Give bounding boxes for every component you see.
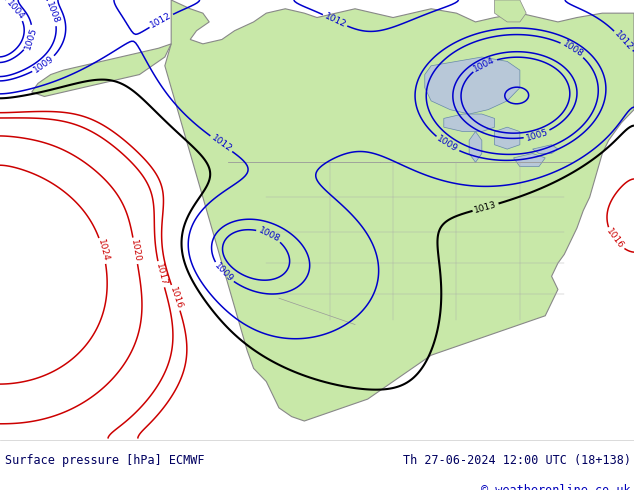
Text: 1012: 1012: [612, 29, 634, 52]
Polygon shape: [444, 114, 495, 132]
Polygon shape: [495, 127, 520, 149]
Text: 1013: 1013: [474, 200, 498, 215]
Text: Surface pressure [hPa] ECMWF: Surface pressure [hPa] ECMWF: [5, 454, 205, 467]
Text: 1016: 1016: [604, 227, 625, 251]
Polygon shape: [469, 132, 482, 162]
Text: 1005: 1005: [524, 127, 549, 143]
Text: 1008: 1008: [257, 225, 281, 244]
Text: Th 27-06-2024 12:00 UTC (18+138): Th 27-06-2024 12:00 UTC (18+138): [403, 454, 631, 467]
Text: 1005: 1005: [23, 26, 38, 50]
Text: 1008: 1008: [560, 39, 585, 59]
Text: 1024: 1024: [96, 239, 110, 263]
Text: 1016: 1016: [168, 285, 184, 310]
Polygon shape: [514, 153, 545, 167]
Text: 1004: 1004: [4, 0, 26, 22]
Text: © weatheronline.co.uk: © weatheronline.co.uk: [481, 484, 631, 490]
Text: 1009: 1009: [212, 261, 235, 284]
Text: 1012: 1012: [149, 11, 173, 30]
Text: 1020: 1020: [129, 239, 141, 263]
Polygon shape: [533, 145, 558, 153]
Polygon shape: [32, 44, 171, 97]
Text: 1012: 1012: [209, 133, 233, 154]
Polygon shape: [425, 57, 520, 114]
Text: 1017: 1017: [154, 262, 168, 287]
Polygon shape: [495, 0, 526, 22]
Text: 1009: 1009: [32, 54, 56, 75]
Text: 1009: 1009: [436, 134, 460, 154]
Text: 1008: 1008: [44, 1, 61, 25]
Text: 1004: 1004: [472, 55, 497, 74]
Polygon shape: [165, 0, 634, 421]
Text: 1012: 1012: [323, 11, 347, 29]
